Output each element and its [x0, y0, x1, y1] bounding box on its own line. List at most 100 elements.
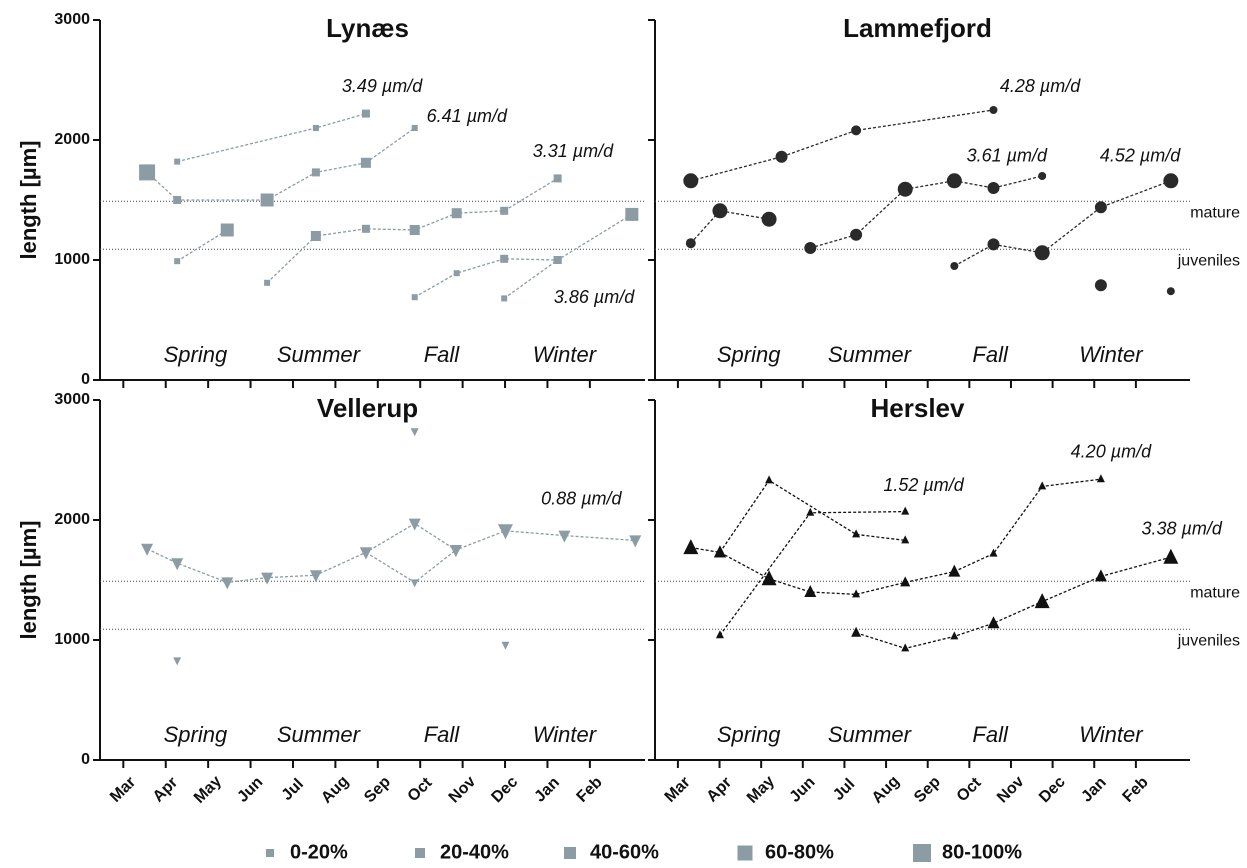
rate-annotation: 4.52 µm/d	[1100, 146, 1181, 166]
legend-label: 20-40%	[440, 841, 509, 863]
marker	[309, 570, 322, 583]
cohort-line	[690, 478, 1101, 596]
marker	[987, 238, 1000, 251]
marker	[553, 256, 562, 264]
x-tick-label: Jan	[531, 774, 563, 806]
marker	[411, 125, 418, 131]
cohort-line	[503, 213, 633, 299]
x-tick-label: Apr	[704, 774, 736, 806]
marker	[171, 558, 184, 571]
season-label: Summer	[828, 722, 913, 747]
marker	[311, 168, 320, 177]
y-tick-label: 2000	[54, 511, 90, 528]
marker	[501, 295, 508, 302]
season-label: Summer	[828, 342, 913, 367]
marker	[411, 294, 418, 301]
season-label: Fall	[972, 722, 1009, 747]
marker	[501, 641, 510, 650]
marker	[139, 164, 156, 181]
marker	[946, 173, 962, 189]
marker	[804, 242, 817, 254]
marker	[310, 231, 321, 241]
marker	[629, 535, 642, 548]
y-tick-label: 0	[81, 371, 90, 388]
marker	[901, 506, 910, 515]
y-tick-label: 0	[81, 751, 90, 768]
y-tick-label: 1000	[54, 251, 90, 268]
reference-label: mature	[1190, 584, 1240, 601]
rate-annotation: 3.49 µm/d	[342, 76, 423, 96]
marker	[553, 174, 562, 183]
marker	[453, 270, 460, 277]
marker	[806, 507, 815, 516]
legend-marker	[415, 848, 425, 858]
marker	[500, 254, 509, 263]
reference-label: juveniles	[1177, 252, 1240, 269]
marker	[761, 211, 777, 227]
x-tick-label: Sep	[361, 773, 394, 806]
x-tick-label: Dec	[488, 773, 521, 806]
legend-label: 40-60%	[590, 841, 659, 863]
rate-annotation: 1.52 µm/d	[883, 475, 964, 495]
marker	[409, 225, 420, 235]
legend-label: 60-80%	[765, 841, 834, 863]
marker	[500, 206, 509, 215]
marker	[173, 196, 182, 204]
reference-label: juveniles	[1177, 632, 1240, 649]
x-tick-label: Jan	[1078, 774, 1110, 806]
season-label: Spring	[164, 722, 228, 747]
marker	[361, 109, 370, 118]
marker	[1163, 173, 1179, 189]
x-tick-label: Mar	[107, 774, 139, 806]
reference-label: mature	[1190, 204, 1240, 221]
season-label: Summer	[277, 722, 362, 747]
marker	[174, 158, 181, 165]
x-tick-label: Aug	[318, 773, 352, 807]
x-tick-label: Nov	[446, 773, 479, 806]
legend-marker	[737, 845, 753, 861]
marker	[950, 631, 959, 640]
panel-title: Vellerup	[317, 393, 418, 423]
marker	[987, 616, 1000, 629]
rate-annotation: 6.41 µm/d	[427, 106, 508, 126]
legend-label: 0-20%	[290, 841, 348, 863]
marker	[1034, 593, 1050, 609]
cohort-line	[810, 175, 1043, 249]
x-tick-label: Feb	[574, 774, 606, 806]
marker	[852, 529, 861, 538]
marker	[683, 539, 699, 555]
season-label: Winter	[1079, 342, 1144, 367]
marker	[804, 585, 817, 597]
marker	[900, 576, 911, 587]
marker	[713, 545, 726, 558]
x-tick-label: Jul	[830, 776, 858, 804]
marker	[1094, 201, 1107, 214]
cohort-line	[719, 479, 906, 553]
marker	[497, 524, 513, 540]
season-label: Spring	[717, 722, 781, 747]
cohort-line	[176, 229, 228, 262]
season-label: Spring	[717, 342, 781, 367]
marker	[712, 203, 728, 219]
season-label: Fall	[424, 722, 461, 747]
rate-annotation: 3.86 µm/d	[554, 287, 635, 307]
y-tick-label: 3000	[54, 11, 90, 28]
season-label: Winter	[533, 342, 598, 367]
x-tick-label: May	[744, 773, 778, 807]
marker	[558, 530, 571, 543]
y-tick-label: 2000	[54, 131, 90, 148]
marker	[852, 589, 861, 598]
cohort-line	[690, 109, 994, 182]
cohort-line	[177, 112, 367, 163]
marker	[987, 182, 1000, 194]
x-tick-label: Dec	[1036, 773, 1069, 806]
legend-marker	[913, 844, 931, 862]
season-label: Fall	[424, 342, 461, 367]
x-tick-label: Jun	[234, 774, 266, 806]
rate-annotation: 3.38 µm/d	[1141, 518, 1222, 538]
marker	[261, 572, 274, 585]
marker	[410, 579, 419, 588]
y-tick-label: 1000	[54, 631, 90, 648]
rate-annotation: 3.61 µm/d	[967, 146, 1048, 166]
